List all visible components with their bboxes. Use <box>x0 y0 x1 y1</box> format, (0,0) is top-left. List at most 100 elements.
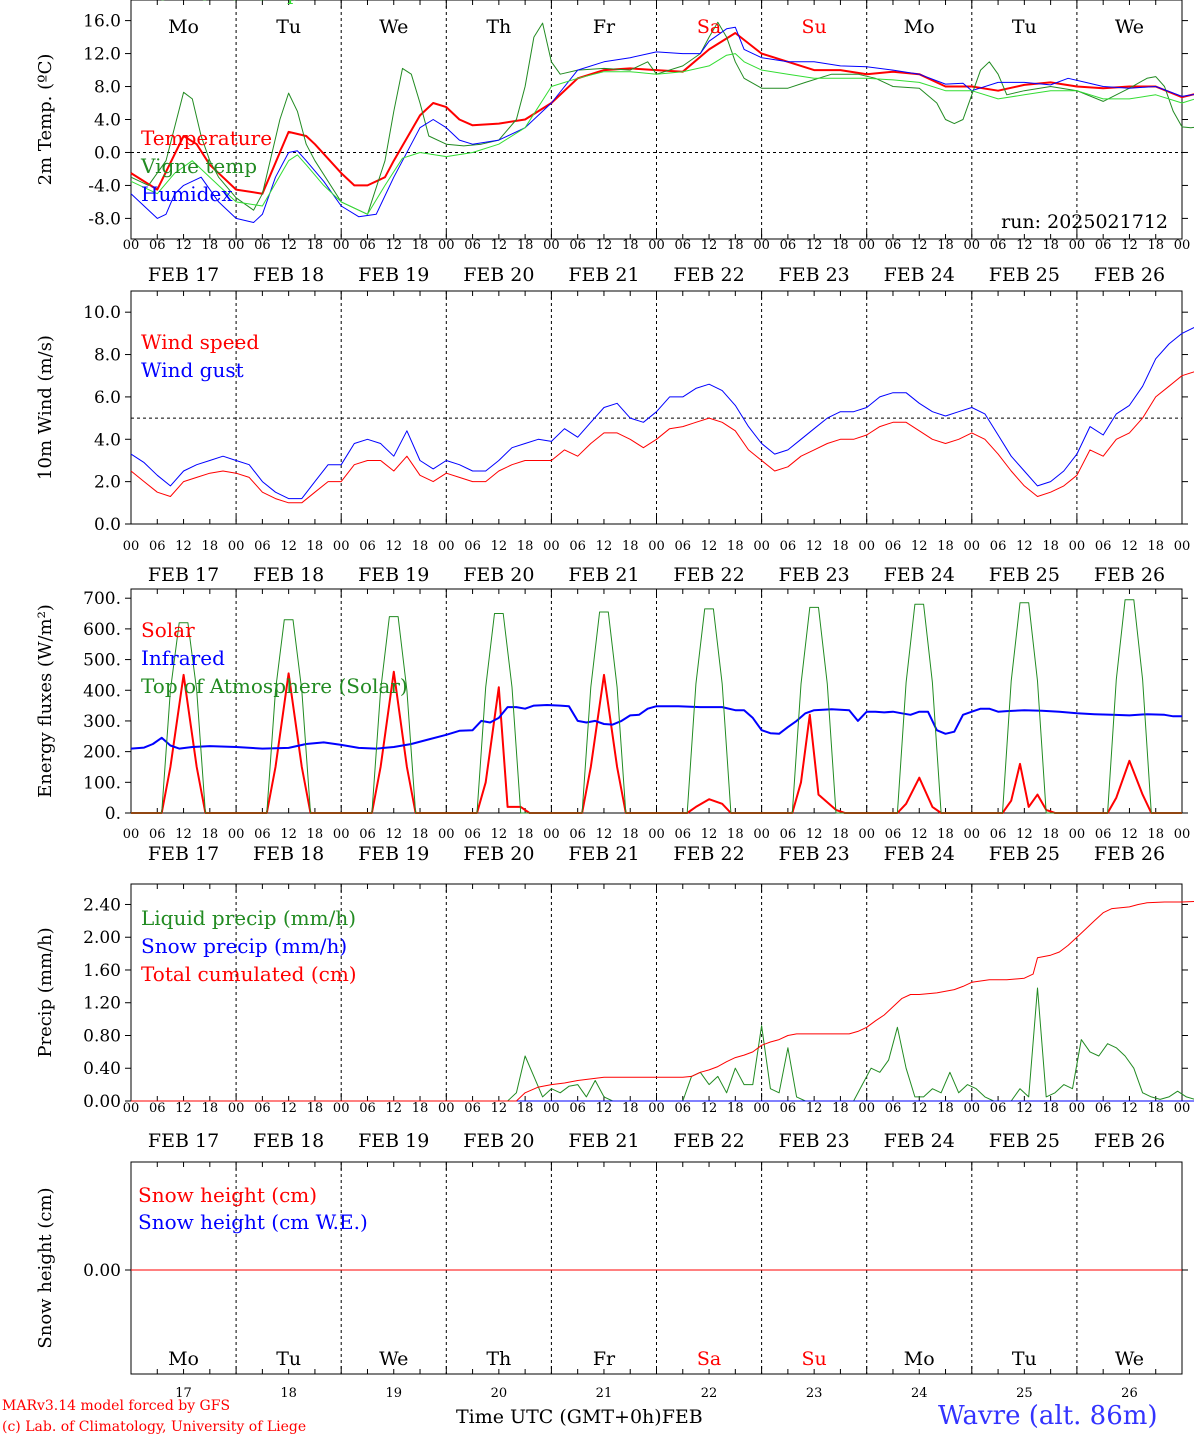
hour-tick-label: 06 <box>675 827 692 842</box>
hour-tick-label: 18 <box>1042 827 1059 842</box>
hour-tick-label: 18 <box>622 238 639 253</box>
hour-tick-label: 06 <box>254 539 271 554</box>
day-of-week-label: We <box>379 1348 408 1370</box>
lab-credit: (c) Lab. of Climatology, University of L… <box>2 1419 307 1435</box>
hour-tick-label: 06 <box>885 238 902 253</box>
hour-tick-label: 12 <box>491 539 508 554</box>
date-label: FEB 17 <box>148 264 219 286</box>
day-number-label: 24 <box>911 1386 928 1401</box>
day-of-week-label: Tu <box>1012 16 1037 38</box>
hour-tick-label: 06 <box>885 827 902 842</box>
hour-tick-label: 18 <box>832 238 849 253</box>
y-tick-label: 0.0 <box>94 143 121 163</box>
day-number-label: 19 <box>385 1386 402 1401</box>
hour-tick-label: 12 <box>1016 1101 1033 1116</box>
series-line <box>131 599 1182 814</box>
date-label: FEB 26 <box>1094 264 1165 286</box>
hour-tick-label: 00 <box>1069 827 1086 842</box>
time-axis-label: Time UTC (GMT+0h)FEB <box>456 1406 703 1428</box>
date-label: FEB 26 <box>1094 843 1165 865</box>
hour-tick-label: 00 <box>123 539 140 554</box>
hour-tick-label: 00 <box>858 238 875 253</box>
hour-tick-label: 12 <box>280 238 297 253</box>
hour-tick-label: 18 <box>1042 238 1059 253</box>
date-label: FEB 18 <box>253 1130 324 1152</box>
hour-tick-label: 12 <box>1121 539 1138 554</box>
y-axis-label: Snow height (cm) <box>35 1187 56 1348</box>
day-number-label: 18 <box>280 1386 297 1401</box>
y-tick-label: 400. <box>83 681 121 701</box>
date-label: FEB 24 <box>884 843 955 865</box>
series-line <box>130 53 1194 215</box>
date-label: FEB 20 <box>463 1130 534 1152</box>
hour-tick-label: 06 <box>675 539 692 554</box>
legend-entry: Infrared <box>141 646 225 670</box>
hour-tick-label: 18 <box>1042 1101 1059 1116</box>
hour-tick-label: 18 <box>727 539 744 554</box>
hour-tick-label: 00 <box>228 238 245 253</box>
hour-tick-label: 06 <box>149 1101 166 1116</box>
hour-tick-label: 06 <box>780 238 797 253</box>
month-label: FEB <box>661 1406 703 1428</box>
day-number-label: 22 <box>701 1386 718 1401</box>
y-tick-label: 10.0 <box>83 303 121 323</box>
hour-tick-label: 12 <box>911 539 928 554</box>
hour-tick-label: 12 <box>280 539 297 554</box>
date-label: FEB 23 <box>779 264 850 286</box>
hour-tick-label: 06 <box>569 1101 586 1116</box>
hour-tick-label: 12 <box>596 238 613 253</box>
model-credit: MARv3.14 model forced by GFS <box>2 1398 231 1414</box>
day-of-week-label: Mo <box>168 16 199 38</box>
date-label: FEB 23 <box>779 843 850 865</box>
hour-tick-label: 06 <box>675 238 692 253</box>
hour-tick-label: 00 <box>543 539 560 554</box>
hour-tick-label: 00 <box>858 539 875 554</box>
series-line <box>130 326 1194 500</box>
hour-tick-label: 12 <box>1121 1101 1138 1116</box>
date-label: FEB 19 <box>358 1130 429 1152</box>
hour-tick-label: 18 <box>727 238 744 253</box>
hour-tick-label: 06 <box>464 1101 481 1116</box>
hour-tick-label: 00 <box>228 539 245 554</box>
day-of-week-label: Sa <box>697 1348 721 1370</box>
legend-entry: Snow height (cm) <box>138 1183 317 1207</box>
hour-tick-label: 00 <box>753 238 770 253</box>
y-tick-label: 700. <box>83 589 121 609</box>
series-line <box>130 26 1194 223</box>
date-label: FEB 24 <box>884 564 955 586</box>
hour-tick-label: 06 <box>569 238 586 253</box>
hour-tick-label: 18 <box>517 827 534 842</box>
hour-tick-label: 18 <box>832 539 849 554</box>
hour-tick-label: 06 <box>254 238 271 253</box>
legend-entry: Snow height (cm W.E.) <box>138 1210 368 1234</box>
hour-tick-label: 00 <box>438 827 455 842</box>
hour-tick-label: 06 <box>464 827 481 842</box>
hour-tick-label: 06 <box>149 539 166 554</box>
hour-tick-label: 00 <box>123 238 140 253</box>
hour-tick-label: 00 <box>858 1101 875 1116</box>
hour-tick-label: 18 <box>412 539 429 554</box>
panel-frame <box>130 588 1183 814</box>
hour-tick-label: 06 <box>780 827 797 842</box>
day-of-week-label: We <box>1115 1348 1144 1370</box>
y-tick-label: 0.00 <box>83 1092 121 1112</box>
hour-tick-label: 00 <box>333 827 350 842</box>
y-tick-label: 0. <box>105 804 121 824</box>
date-label: FEB 21 <box>568 264 639 286</box>
y-axis-label: 10m Wind (m/s) <box>35 335 56 480</box>
hour-tick-label: 12 <box>491 827 508 842</box>
hour-tick-label: 06 <box>464 539 481 554</box>
legend-entry: Vigne temp <box>140 154 257 178</box>
y-tick-label: 1.60 <box>83 961 121 981</box>
hour-tick-label: 18 <box>412 1101 429 1116</box>
hour-tick-label: 06 <box>990 827 1007 842</box>
hour-tick-label: 18 <box>517 539 534 554</box>
legend-entry: Wind speed <box>141 330 259 354</box>
legend-entry: Solar <box>141 618 195 642</box>
y-axis-label: Precip (mm/h) <box>35 927 56 1057</box>
date-label: FEB 20 <box>463 843 534 865</box>
location-label: Wavre (alt. 86m) <box>938 1401 1158 1431</box>
time-utc-label: Time UTC (GMT+0h) <box>456 1406 662 1428</box>
date-label: FEB 19 <box>358 564 429 586</box>
hour-tick-label: 00 <box>1174 539 1191 554</box>
